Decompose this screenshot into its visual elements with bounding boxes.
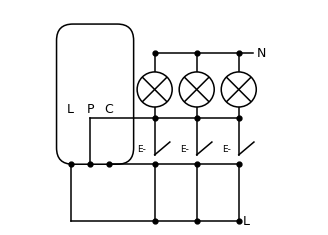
Text: P: P — [87, 103, 94, 116]
Text: N: N — [256, 47, 266, 60]
Circle shape — [179, 72, 214, 107]
Text: L: L — [67, 103, 74, 116]
FancyBboxPatch shape — [56, 24, 133, 164]
Text: E-: E- — [180, 145, 189, 153]
Circle shape — [221, 72, 256, 107]
Text: E-: E- — [138, 145, 147, 153]
Text: L: L — [242, 215, 249, 228]
Text: C: C — [105, 103, 113, 116]
Circle shape — [137, 72, 172, 107]
Text: E-: E- — [222, 145, 231, 153]
